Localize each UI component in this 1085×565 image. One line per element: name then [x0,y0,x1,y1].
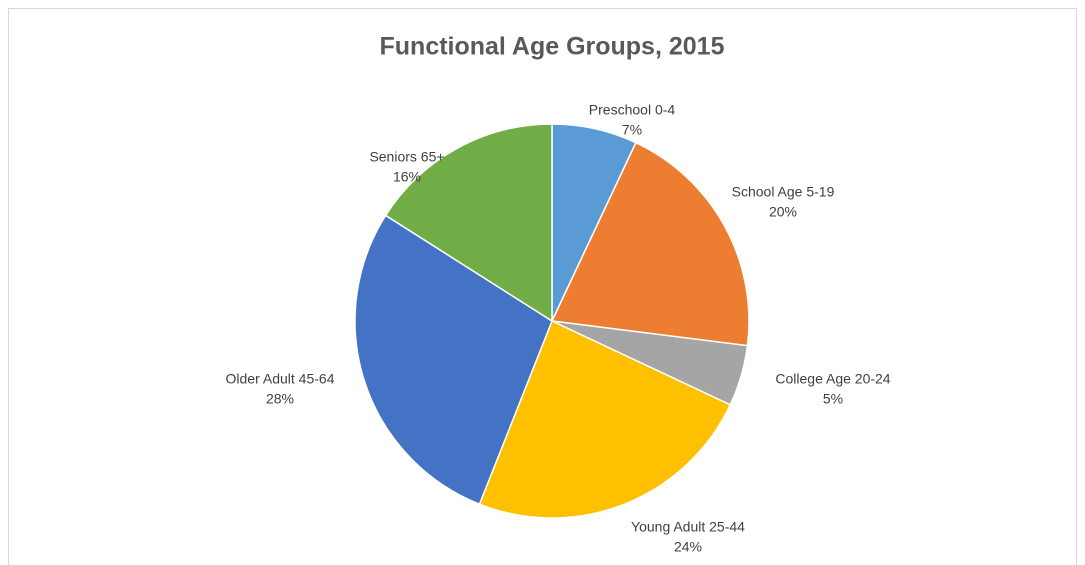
slice-label-name: Seniors 65+ [369,149,444,165]
slice-label-name: Young Adult 25-44 [631,519,745,535]
slice-label-value: 20% [769,204,797,220]
slice-label-value: 24% [674,539,702,555]
pie-slice [384,123,553,323]
pie-slice [354,214,553,506]
slice-label-value: 5% [823,391,843,407]
chart-title: Functional Age Groups, 2015 [380,33,725,61]
slice-label-value: 7% [622,122,642,138]
slice-label-name: Preschool 0-4 [589,102,676,118]
slice-label-name: Older Adult 45-64 [226,371,335,387]
slice-label-value: 28% [266,391,294,407]
slice-label-value: 16% [393,169,421,185]
pie-slice [478,319,732,519]
slice-label-name: College Age 20-24 [775,371,890,387]
slice-label-name: School Age 5-19 [732,184,835,200]
pie-slice [550,141,750,347]
